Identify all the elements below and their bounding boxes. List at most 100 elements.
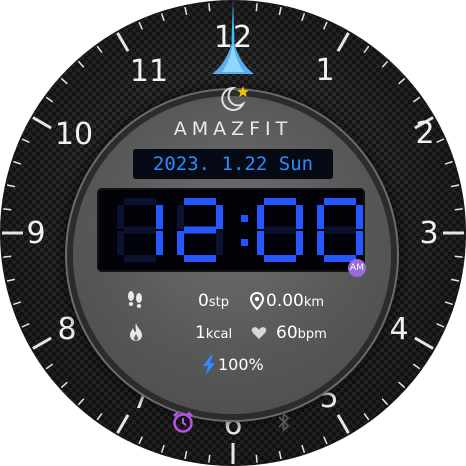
- steps-unit: stp: [208, 295, 229, 310]
- minute-tick: [278, 450, 282, 460]
- minute-tick: [450, 184, 460, 188]
- moon-star-icon: [221, 86, 249, 111]
- dial-number-11: 11: [129, 54, 169, 89]
- date-display: 2023. 1.22 Sun: [133, 149, 333, 179]
- minute-tick: [60, 77, 68, 85]
- dial-number-2: 2: [415, 116, 435, 151]
- dial-number-5: 5: [319, 380, 339, 415]
- time-segment-on: [156, 205, 163, 229]
- dial-number-9: 9: [26, 216, 46, 251]
- hour-tick: [32, 116, 52, 130]
- minute-tick: [21, 138, 30, 143]
- hour-tick: [414, 336, 434, 350]
- minute-tick: [60, 381, 68, 389]
- time-colon-dot: [241, 215, 248, 222]
- time-segment-off: [117, 231, 124, 255]
- minute-tick: [6, 278, 16, 282]
- time-segment-off: [124, 198, 156, 205]
- location-pin-icon: [250, 292, 264, 310]
- dial-number-6: 6: [223, 407, 243, 442]
- time-segment-on: [184, 198, 216, 205]
- minute-tick: [454, 208, 463, 211]
- time-segment-off: [124, 226, 156, 234]
- hour-tick: [32, 336, 52, 350]
- time-segment-on: [177, 231, 184, 255]
- minute-tick: [436, 138, 445, 143]
- minute-tick: [208, 3, 211, 12]
- heart-icon: [251, 327, 267, 339]
- time-segment-on: [356, 231, 363, 255]
- minute-tick: [138, 436, 143, 445]
- minute-tick: [381, 398, 389, 406]
- time-segment-on: [317, 205, 324, 229]
- heart-stat: 60bpm: [276, 323, 327, 343]
- minute-tick: [255, 3, 258, 12]
- minute-tick: [3, 208, 12, 211]
- minute-tick: [3, 255, 12, 258]
- minute-tick: [301, 13, 306, 22]
- minute-tick: [444, 160, 453, 165]
- flame-icon: [130, 323, 142, 341]
- minute-tick: [45, 96, 54, 103]
- battery-percent: 100%: [218, 355, 264, 374]
- dial-number-10: 10: [54, 117, 94, 152]
- distance-unit: km: [303, 295, 325, 310]
- distance-value: 0.00: [266, 291, 304, 311]
- time-segment-off: [264, 226, 296, 234]
- footsteps-icon: [128, 291, 142, 308]
- hour-tick: [116, 32, 130, 52]
- minute-tick: [184, 6, 188, 16]
- heart-unit: bpm: [297, 327, 327, 342]
- time-segment-off: [324, 226, 356, 234]
- time-segment-on: [324, 255, 356, 262]
- time-segment-on: [156, 231, 163, 255]
- time-segment-on: [264, 255, 296, 262]
- minute-tick: [412, 363, 421, 370]
- hour-tick: [116, 414, 130, 434]
- time-segment-on: [296, 205, 303, 229]
- calories-unit: kcal: [205, 327, 233, 342]
- calories-value: 1: [195, 323, 206, 343]
- time-segment-on: [184, 226, 216, 234]
- brand-name: AMAZFIT: [173, 118, 293, 140]
- time-segment-on: [184, 255, 216, 262]
- time-digits: [117, 198, 363, 262]
- time-segment-off: [117, 205, 124, 229]
- minute-tick: [398, 381, 406, 389]
- time-segment-on: [257, 231, 264, 255]
- calories-stat: 1kcal: [195, 323, 232, 343]
- heart-value: 60: [276, 323, 298, 343]
- minute-tick: [13, 301, 22, 306]
- steps-stat: 0stp: [198, 291, 229, 311]
- minute-tick: [160, 444, 165, 453]
- alarm-clock-icon: [173, 411, 193, 433]
- time-segment-on: [324, 198, 356, 205]
- time-segment-off: [216, 231, 223, 255]
- time-segment-on: [317, 231, 324, 255]
- minute-tick: [6, 184, 16, 188]
- time-segment-on: [296, 231, 303, 255]
- minute-tick: [454, 255, 463, 258]
- hour-tick: [336, 414, 350, 434]
- minute-tick: [13, 160, 22, 165]
- minute-tick: [255, 454, 258, 463]
- bluetooth-icon: [278, 412, 290, 432]
- steps-value: 0: [198, 291, 209, 311]
- minute-tick: [208, 454, 211, 463]
- time-display: [97, 188, 365, 272]
- minute-tick: [77, 398, 85, 406]
- minute-tick: [398, 77, 406, 85]
- minute-tick: [184, 450, 188, 460]
- minute-tick: [381, 60, 389, 68]
- time-segment-on: [257, 205, 264, 229]
- dial-number-4: 4: [389, 312, 409, 347]
- minute-tick: [323, 21, 328, 30]
- time-segment-on: [216, 205, 223, 229]
- minute-tick: [96, 412, 103, 421]
- minute-tick: [436, 323, 445, 328]
- minute-tick: [138, 21, 143, 30]
- dial-number-7: 7: [131, 381, 151, 416]
- minute-tick: [77, 60, 85, 68]
